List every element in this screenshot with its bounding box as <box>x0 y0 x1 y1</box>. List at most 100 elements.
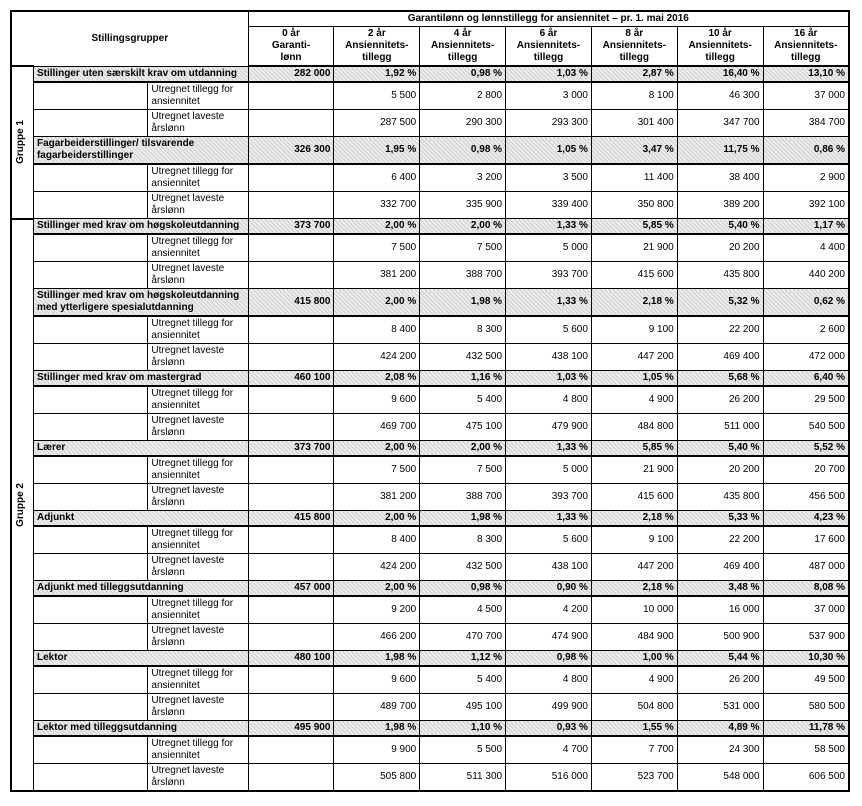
laveste-val <box>248 110 334 137</box>
tillegg-val: 3 000 <box>506 82 592 110</box>
tillegg-val: 2 900 <box>763 164 849 192</box>
laveste-val <box>248 192 334 219</box>
tillegg-val: 24 300 <box>677 736 763 764</box>
row-label-tillegg: Utregnet tillegg for ansiennitet <box>148 316 248 344</box>
row-label-laveste: Utregnet laveste årslønn <box>148 764 248 792</box>
tillegg-val: 2 600 <box>763 316 849 344</box>
laveste-val: 469 400 <box>677 554 763 581</box>
row-label-tillegg: Utregnet tillegg for ansiennitet <box>148 234 248 262</box>
tillegg-val: 8 100 <box>591 82 677 110</box>
blank-name <box>33 624 147 651</box>
blank-name <box>33 262 147 289</box>
head-val: 1,17 % <box>763 219 849 235</box>
tillegg-val: 29 500 <box>763 386 849 414</box>
head-val: 1,03 % <box>506 66 592 82</box>
row-label-tillegg: Utregnet tillegg for ansiennitet <box>148 82 248 110</box>
laveste-val: 484 800 <box>591 414 677 441</box>
head-val: 0,93 % <box>506 721 592 737</box>
block-name: Lektor <box>33 651 248 667</box>
head-val: 1,33 % <box>506 219 592 235</box>
laveste-val: 469 400 <box>677 344 763 371</box>
tillegg-val: 20 200 <box>677 234 763 262</box>
tillegg-val: 5 000 <box>506 456 592 484</box>
head-val: 1,16 % <box>420 371 506 387</box>
blank-name <box>33 526 147 554</box>
header-stillingsgrupper: Stillingsgrupper <box>11 11 248 66</box>
head-val: 2,00 % <box>334 581 420 597</box>
laveste-val: 388 700 <box>420 484 506 511</box>
laveste-val: 475 100 <box>420 414 506 441</box>
tillegg-val <box>248 736 334 764</box>
head-val: 326 300 <box>248 137 334 165</box>
laveste-val: 531 000 <box>677 694 763 721</box>
head-val: 0,98 % <box>506 651 592 667</box>
laveste-val: 474 900 <box>506 624 592 651</box>
col-header-1: 2 årAnsiennitets-tillegg <box>334 27 420 67</box>
head-val: 2,18 % <box>591 289 677 317</box>
tillegg-val: 8 400 <box>334 526 420 554</box>
blank-name <box>33 192 147 219</box>
tillegg-val: 37 000 <box>763 82 849 110</box>
laveste-val <box>248 624 334 651</box>
tillegg-val: 4 400 <box>763 234 849 262</box>
laveste-val: 466 200 <box>334 624 420 651</box>
head-val: 0,90 % <box>506 581 592 597</box>
block-name: Lærer <box>33 441 248 457</box>
head-val: 4,89 % <box>677 721 763 737</box>
block-name: Stillinger med krav om høgskoleutdanning… <box>33 289 248 317</box>
block-name: Adjunkt <box>33 511 248 527</box>
laveste-val: 440 200 <box>763 262 849 289</box>
head-val: 4,23 % <box>763 511 849 527</box>
laveste-val: 393 700 <box>506 484 592 511</box>
tillegg-val: 4 900 <box>591 666 677 694</box>
laveste-val <box>248 554 334 581</box>
head-val: 2,00 % <box>420 441 506 457</box>
row-label-laveste: Utregnet laveste årslønn <box>148 484 248 511</box>
laveste-val: 500 900 <box>677 624 763 651</box>
head-val: 11,75 % <box>677 137 763 165</box>
laveste-val: 472 000 <box>763 344 849 371</box>
laveste-val: 523 700 <box>591 764 677 792</box>
head-val: 282 000 <box>248 66 334 82</box>
laveste-val: 511 300 <box>420 764 506 792</box>
head-val: 0,62 % <box>763 289 849 317</box>
laveste-val: 548 000 <box>677 764 763 792</box>
tillegg-val: 7 500 <box>334 234 420 262</box>
head-val: 1,95 % <box>334 137 420 165</box>
head-val: 2,00 % <box>334 441 420 457</box>
tillegg-val <box>248 386 334 414</box>
tillegg-val <box>248 164 334 192</box>
tillegg-val <box>248 234 334 262</box>
row-label-tillegg: Utregnet tillegg for ansiennitet <box>148 736 248 764</box>
head-val: 0,86 % <box>763 137 849 165</box>
laveste-val: 606 500 <box>763 764 849 792</box>
tillegg-val: 9 600 <box>334 386 420 414</box>
laveste-val: 287 500 <box>334 110 420 137</box>
head-val: 415 800 <box>248 289 334 317</box>
row-label-tillegg: Utregnet tillegg for ansiennitet <box>148 456 248 484</box>
laveste-val: 537 900 <box>763 624 849 651</box>
tillegg-val: 9 200 <box>334 596 420 624</box>
head-val: 8,08 % <box>763 581 849 597</box>
row-label-laveste: Utregnet laveste årslønn <box>148 554 248 581</box>
laveste-val: 511 000 <box>677 414 763 441</box>
head-val: 2,18 % <box>591 511 677 527</box>
blank-name <box>33 484 147 511</box>
laveste-val: 435 800 <box>677 484 763 511</box>
head-val: 1,03 % <box>506 371 592 387</box>
laveste-val: 350 800 <box>591 192 677 219</box>
row-label-laveste: Utregnet laveste årslønn <box>148 624 248 651</box>
head-val: 3,48 % <box>677 581 763 597</box>
head-val: 5,40 % <box>677 441 763 457</box>
tillegg-val: 7 500 <box>334 456 420 484</box>
laveste-val <box>248 344 334 371</box>
head-val: 2,00 % <box>420 219 506 235</box>
blank-name <box>33 736 147 764</box>
tillegg-val: 5 500 <box>334 82 420 110</box>
laveste-val <box>248 262 334 289</box>
tillegg-val: 5 400 <box>420 386 506 414</box>
header-title: Garantilønn og lønnstillegg for ansienni… <box>248 11 849 27</box>
laveste-val: 499 900 <box>506 694 592 721</box>
laveste-val: 384 700 <box>763 110 849 137</box>
laveste-val: 293 300 <box>506 110 592 137</box>
